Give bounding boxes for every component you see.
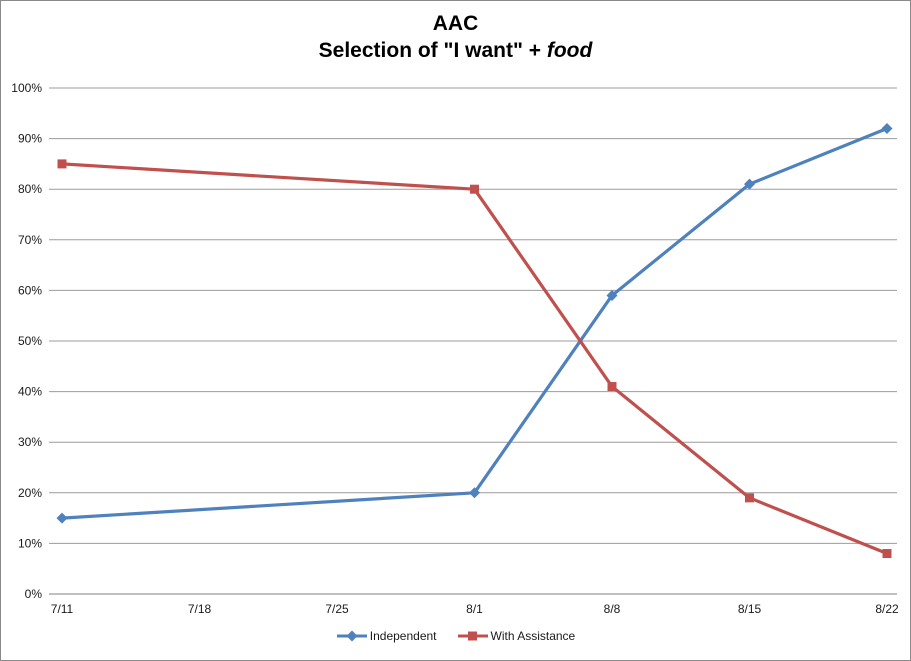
y-axis-tick-label: 60% [18, 283, 42, 297]
y-axis-tick-label: 0% [25, 587, 43, 601]
data-point-square [882, 549, 892, 559]
chart-subtitle-italic: food [546, 39, 593, 62]
chart-subtitle: Selection of "I want" + food [318, 39, 593, 62]
x-axis-tick-label: 7/25 [325, 602, 349, 616]
chart-title: AAC [432, 12, 479, 35]
data-point-square [470, 184, 479, 194]
y-axis-tick-label: 90% [18, 132, 42, 146]
data-point-square [745, 493, 754, 503]
y-axis-tick-label: 100% [11, 81, 42, 95]
data-point-square [607, 382, 617, 392]
legend-label-independent: Independent [369, 629, 437, 643]
data-point-diamond [606, 289, 618, 301]
data-point-square [57, 159, 67, 169]
legend-marker-independent-icon [336, 630, 367, 642]
legend-marker-with-assistance-icon [457, 631, 488, 641]
legend-item-with-assistance: With Assistance [457, 629, 576, 643]
x-axis-tick-label: 7/11 [51, 602, 74, 616]
legend-label-with-assistance: With Assistance [490, 629, 576, 643]
x-axis-tick-label: 8/8 [604, 602, 621, 616]
data-point-diamond [469, 487, 480, 499]
x-axis-tick-label: 7/18 [188, 602, 212, 616]
x-axis-tick-label: 8/15 [738, 602, 762, 616]
y-axis-tick-label: 80% [18, 182, 42, 196]
y-axis-tick-label: 10% [18, 536, 42, 550]
y-axis-tick-label: 70% [18, 233, 42, 247]
legend: Independent With Assistance [1, 629, 910, 643]
y-axis-tick-label: 30% [18, 435, 42, 449]
x-axis-tick-label: 8/22 [875, 602, 899, 616]
chart-title-block: AAC Selection of "I want" + food [1, 10, 910, 64]
y-axis-tick-label: 20% [18, 486, 42, 500]
x-axis-tick-label: 8/1 [466, 602, 483, 616]
y-axis-tick-label: 50% [18, 334, 42, 348]
data-point-diamond [881, 122, 893, 134]
data-point-diamond [56, 512, 68, 524]
data-point-diamond [744, 178, 755, 190]
legend-item-independent: Independent [336, 629, 437, 643]
y-axis-tick-label: 40% [18, 385, 42, 399]
